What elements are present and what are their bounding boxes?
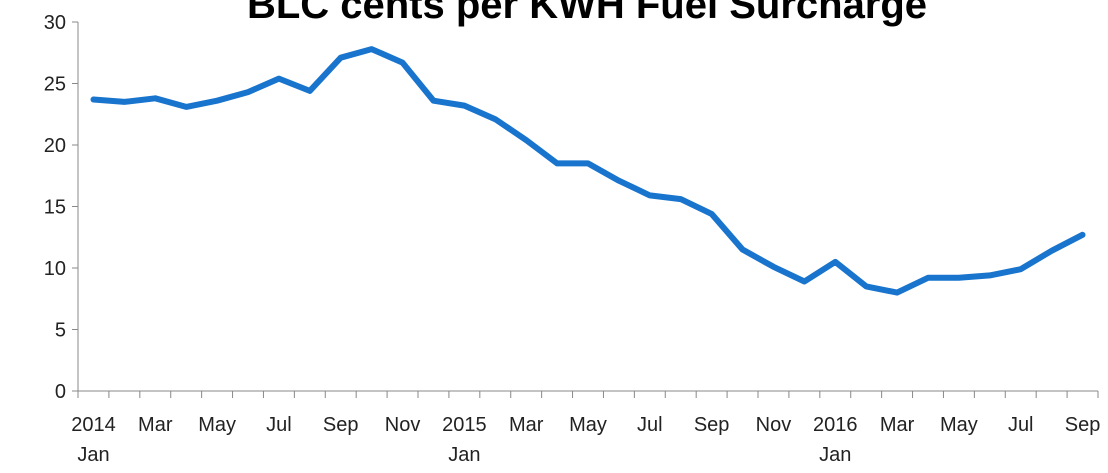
y-tick-label: 0 <box>55 381 66 403</box>
x-tick-label: Nov <box>756 414 792 436</box>
x-tick-label: Mar <box>880 414 915 436</box>
x-tick-label: Jul <box>1008 414 1034 436</box>
x-tick-label: Sep <box>694 414 730 436</box>
x-tick-label: Sep <box>323 414 359 436</box>
y-tick-label: 20 <box>44 135 66 157</box>
x-tick-label: Jul <box>637 414 663 436</box>
x-tick-label: Nov <box>385 414 421 436</box>
x-tick-label: 2015 Jan <box>442 414 487 466</box>
y-tick-label: 10 <box>44 258 66 280</box>
y-tick-label: 25 <box>44 74 66 96</box>
line-series <box>90 46 1086 296</box>
x-tick-label: Jul <box>266 414 292 436</box>
x-tick-label: Sep <box>1065 414 1101 436</box>
x-tick-label: 2016 Jan <box>813 414 858 466</box>
x-tick-label: Mar <box>509 414 544 436</box>
chart-title: BLC cents per KWH Fuel Surcharge <box>247 0 927 27</box>
y-tick-label: 30 <box>44 12 66 34</box>
x-tick-label: May <box>198 414 236 436</box>
y-tick-label: 15 <box>44 197 66 219</box>
x-tick-label: 2014 Jan <box>71 414 116 466</box>
y-tick-label: 5 <box>55 320 66 342</box>
x-tick-label: Mar <box>138 414 173 436</box>
x-tick-label: May <box>940 414 978 436</box>
x-tick-label: May <box>569 414 607 436</box>
